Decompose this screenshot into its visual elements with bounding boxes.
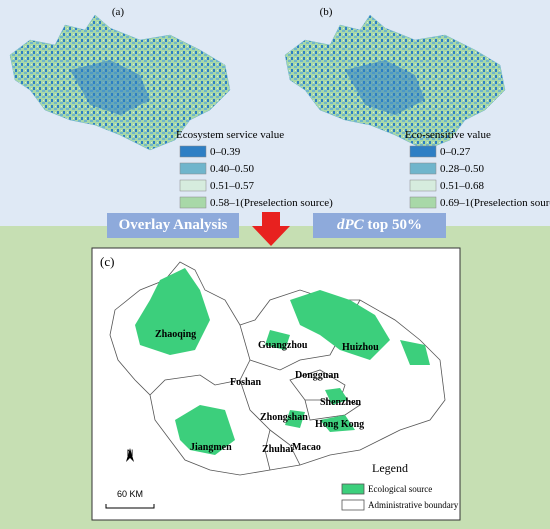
legend-title: Legend bbox=[372, 461, 408, 475]
map-a bbox=[9, 14, 231, 151]
legend-label: Ecological source bbox=[368, 484, 432, 494]
legend-swatch bbox=[409, 179, 437, 192]
north-label: N bbox=[127, 448, 134, 458]
scale-bar bbox=[105, 504, 155, 509]
legend-swatch bbox=[409, 196, 437, 209]
legend-label: 0.69–1(Preselection source) bbox=[440, 197, 550, 209]
legend: 0–0.39 0.40–0.50 0.51–0.57 0.58–1(Preselect… bbox=[179, 145, 333, 209]
legend-label: 0.40–0.50 bbox=[210, 163, 255, 175]
map-b bbox=[284, 14, 506, 151]
legend: 0–0.27 0.28–0.50 0.51–0.68 0.69–1(Preselect… bbox=[409, 145, 550, 209]
city-label: Dongguan bbox=[295, 370, 339, 381]
city-label: Foshan bbox=[230, 377, 262, 388]
city-label: Hong Kong bbox=[315, 419, 364, 430]
legend-swatch bbox=[409, 145, 437, 158]
city-label: Zhuhai bbox=[262, 444, 293, 455]
legend-label: 0–0.39 bbox=[210, 146, 241, 158]
dpc-italic: dPC bbox=[336, 217, 364, 233]
legend-label: Administrative boundary bbox=[368, 500, 459, 510]
city-label: Zhaoqing bbox=[155, 329, 196, 340]
legend-label: 0.51–0.57 bbox=[210, 180, 255, 192]
legend-swatch bbox=[179, 162, 207, 175]
legend: Ecological source Administrative boundary bbox=[341, 483, 459, 511]
panel-label: (b) bbox=[320, 6, 333, 18]
legend-swatch bbox=[179, 196, 207, 209]
city-label: Huizhou bbox=[342, 342, 379, 353]
cities: Zhaoqing Guangzhou Huizhou Foshan Dongguan Sh… bbox=[155, 329, 379, 455]
legend-swatch bbox=[409, 162, 437, 175]
city-label: Jiangmen bbox=[190, 442, 232, 453]
scale-label: 60 KM bbox=[117, 489, 143, 499]
panel-c-frame bbox=[91, 247, 461, 521]
city-label: Shenzhen bbox=[320, 397, 362, 408]
panel-label: (c) bbox=[100, 254, 114, 269]
legend-title: Ecosystem service value bbox=[176, 129, 284, 141]
arrow bbox=[252, 212, 290, 246]
legend-label: 0.51–0.68 bbox=[440, 180, 485, 192]
map-c bbox=[109, 261, 446, 476]
legend-label: 0.28–0.50 bbox=[440, 163, 485, 175]
north-arrow bbox=[126, 448, 134, 462]
city-label: Macao bbox=[292, 442, 321, 453]
legend-swatch bbox=[341, 499, 365, 511]
legend-title: Eco-sensitive value bbox=[405, 129, 491, 141]
panel-label: (a) bbox=[112, 6, 125, 18]
legend-swatch bbox=[179, 145, 207, 158]
legend-swatch bbox=[179, 179, 207, 192]
legend-label: 0–0.27 bbox=[440, 146, 471, 158]
legend-swatch bbox=[341, 483, 365, 495]
legend-label: 0.58–1(Preselection source) bbox=[210, 197, 333, 209]
dpc-box: dPC top 50% bbox=[313, 213, 446, 238]
city-label: Zhongshan bbox=[260, 412, 308, 423]
city-label: Guangzhou bbox=[258, 340, 308, 351]
overlay-box: Overlay Analysis bbox=[107, 213, 239, 238]
eco-source bbox=[135, 268, 430, 455]
dpc-rest: top 50% bbox=[363, 217, 422, 233]
